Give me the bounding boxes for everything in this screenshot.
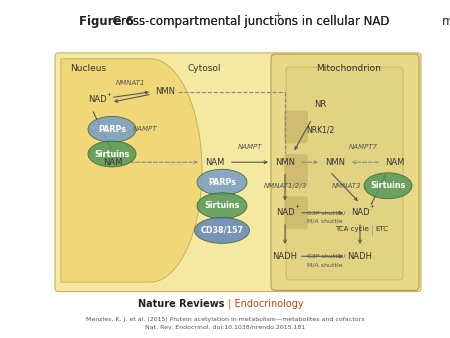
Text: M/A shuttle: M/A shuttle — [307, 219, 342, 223]
Text: |: | — [370, 224, 373, 235]
Text: NAD: NAD — [88, 95, 106, 104]
Text: Mitochondrion: Mitochondrion — [316, 64, 381, 73]
Text: NADH: NADH — [347, 252, 373, 261]
Text: +: + — [107, 92, 112, 97]
Text: Figure 6: Figure 6 — [79, 15, 134, 28]
Text: ETC: ETC — [375, 226, 388, 232]
Text: CD38/157: CD38/157 — [201, 226, 243, 235]
Text: G3P shuttle/: G3P shuttle/ — [307, 254, 346, 259]
Text: M/A shuttle: M/A shuttle — [307, 262, 342, 267]
Text: NAM: NAM — [385, 158, 405, 167]
Ellipse shape — [194, 217, 249, 243]
Text: +: + — [369, 204, 374, 210]
Text: | Endocrinology: | Endocrinology — [225, 299, 304, 310]
Text: G3P shuttle/: G3P shuttle/ — [307, 210, 346, 215]
Text: +: + — [274, 11, 281, 20]
Text: NAMPT: NAMPT — [238, 144, 262, 150]
Text: Nat. Rev. Endocrinol. doi:10.1038/nrendo.2015.181: Nat. Rev. Endocrinol. doi:10.1038/nrendo… — [145, 325, 305, 330]
Text: NMN: NMN — [155, 87, 175, 96]
Text: +: + — [295, 204, 299, 210]
FancyBboxPatch shape — [55, 53, 421, 292]
FancyBboxPatch shape — [284, 196, 308, 229]
Ellipse shape — [197, 169, 247, 195]
Text: Cross-compartmental junctions in cellular NAD              metabolism: Cross-compartmental junctions in cellula… — [79, 15, 450, 28]
Text: NRK1/2: NRK1/2 — [306, 126, 334, 135]
Text: NR: NR — [314, 100, 326, 109]
Text: NAD: NAD — [351, 208, 369, 217]
Text: NAD: NAD — [276, 208, 294, 217]
Ellipse shape — [364, 173, 412, 199]
Polygon shape — [61, 59, 202, 282]
FancyBboxPatch shape — [271, 54, 419, 290]
Text: Cross-compartmental junctions in cellular NAD: Cross-compartmental junctions in cellula… — [79, 15, 389, 28]
Text: NAM: NAM — [205, 158, 225, 167]
Text: NMNAT3: NMNAT3 — [332, 183, 362, 189]
Text: NADH: NADH — [273, 252, 297, 261]
Ellipse shape — [197, 193, 247, 219]
Text: NMN: NMN — [275, 158, 295, 167]
Text: Nucleus: Nucleus — [70, 64, 106, 73]
Text: Sirtuins: Sirtuins — [94, 149, 130, 159]
FancyBboxPatch shape — [284, 154, 308, 187]
Text: NMN: NMN — [325, 158, 345, 167]
Ellipse shape — [88, 116, 136, 142]
Text: PARPs: PARPs — [98, 125, 126, 134]
Text: NAMPT7: NAMPT7 — [348, 144, 378, 150]
FancyBboxPatch shape — [286, 67, 403, 280]
Text: NAM: NAM — [104, 158, 123, 167]
Text: NMNAT1/2/3: NMNAT1/2/3 — [263, 183, 306, 189]
Text: Sirtuins: Sirtuins — [370, 181, 406, 190]
Text: Menzies, K. J. et al. (2015) Protein acetylation in metabolism—metabolites and c: Menzies, K. J. et al. (2015) Protein ace… — [86, 317, 364, 322]
FancyBboxPatch shape — [284, 111, 308, 143]
Text: NMNAT1: NMNAT1 — [116, 80, 146, 87]
Text: Sirtuins: Sirtuins — [204, 201, 240, 210]
Text: Nature Reviews: Nature Reviews — [139, 299, 225, 309]
Ellipse shape — [88, 141, 136, 167]
Text: NAMPT: NAMPT — [133, 126, 157, 132]
Text: PARPs: PARPs — [208, 178, 236, 187]
Text: Cytosol: Cytosol — [188, 64, 221, 73]
Text: TCA cycle: TCA cycle — [335, 226, 369, 232]
